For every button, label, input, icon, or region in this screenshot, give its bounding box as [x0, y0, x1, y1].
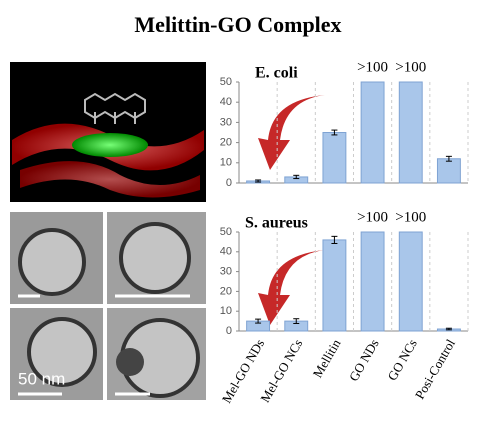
y-tick-label: 40: [220, 96, 232, 108]
y-tick-label: 30: [220, 266, 232, 278]
bar: [436, 158, 461, 184]
scale-label: 50 nm: [18, 369, 65, 388]
value-label: >100: [357, 59, 388, 75]
chart-title: S. aureus: [245, 215, 308, 232]
bar: [398, 231, 423, 332]
value-label: >100: [395, 209, 426, 225]
y-tick-label: 0: [226, 177, 232, 189]
bar: [360, 81, 385, 184]
y-tick-label: 40: [220, 246, 232, 258]
value-label: >100: [357, 209, 388, 225]
x-tick-label: Posi-Control: [412, 336, 458, 401]
molecule-image: [10, 62, 206, 202]
y-tick-label: 20: [220, 285, 232, 297]
bar: [322, 239, 347, 332]
y-tick-label: 30: [220, 116, 232, 128]
arrows: [258, 95, 325, 325]
y-tick-label: 20: [220, 137, 232, 149]
tem-images: 50 nm: [10, 212, 206, 400]
figure-title: Melittin-GO Complex: [134, 12, 341, 37]
y-tick-label: 50: [220, 226, 232, 238]
value-label: >100: [395, 59, 426, 75]
y-tick-label: 0: [226, 325, 232, 337]
y-tick-label: 10: [220, 305, 232, 317]
y-tick-label: 10: [220, 157, 232, 169]
chart-title: E. coli: [255, 65, 298, 82]
bar: [322, 132, 347, 184]
bar: [360, 231, 385, 332]
x-tick-label: Mellitin: [310, 336, 344, 380]
x-tick-label: GO NCs: [384, 336, 420, 383]
bar: [398, 81, 423, 184]
y-tick-label: 50: [220, 76, 232, 88]
x-tick-label: GO NDs: [346, 336, 382, 383]
